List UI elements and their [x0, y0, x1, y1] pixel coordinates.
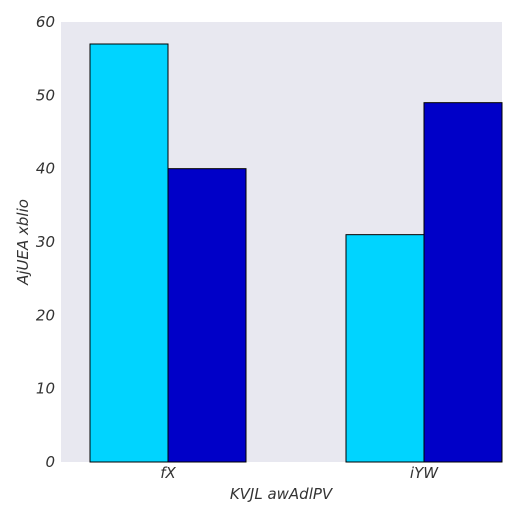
- x-tick-label: iYW: [410, 464, 439, 482]
- x-tick-label: fX: [160, 464, 176, 482]
- y-axis-label: AjUEA xblio: [14, 199, 32, 286]
- y-tick-label: 40: [36, 160, 55, 178]
- bar-fX-0: [90, 44, 168, 462]
- y-tick-label: 10: [36, 380, 55, 398]
- bar-fX-1: [168, 169, 246, 462]
- y-tick-label: 20: [36, 306, 55, 324]
- y-ticks-group: 0 10 20 30 40 50 60: [36, 13, 55, 471]
- bar-iYW-0: [346, 235, 424, 462]
- x-axis-label: KVJL awAdlPV: [230, 485, 334, 503]
- y-tick-label: 0: [45, 453, 55, 471]
- x-ticks-group: fX iYW: [160, 464, 439, 482]
- y-tick-label: 30: [36, 233, 55, 251]
- y-tick-label: 60: [36, 13, 55, 31]
- y-tick-label: 50: [36, 86, 55, 104]
- bar-iYW-1: [424, 103, 502, 462]
